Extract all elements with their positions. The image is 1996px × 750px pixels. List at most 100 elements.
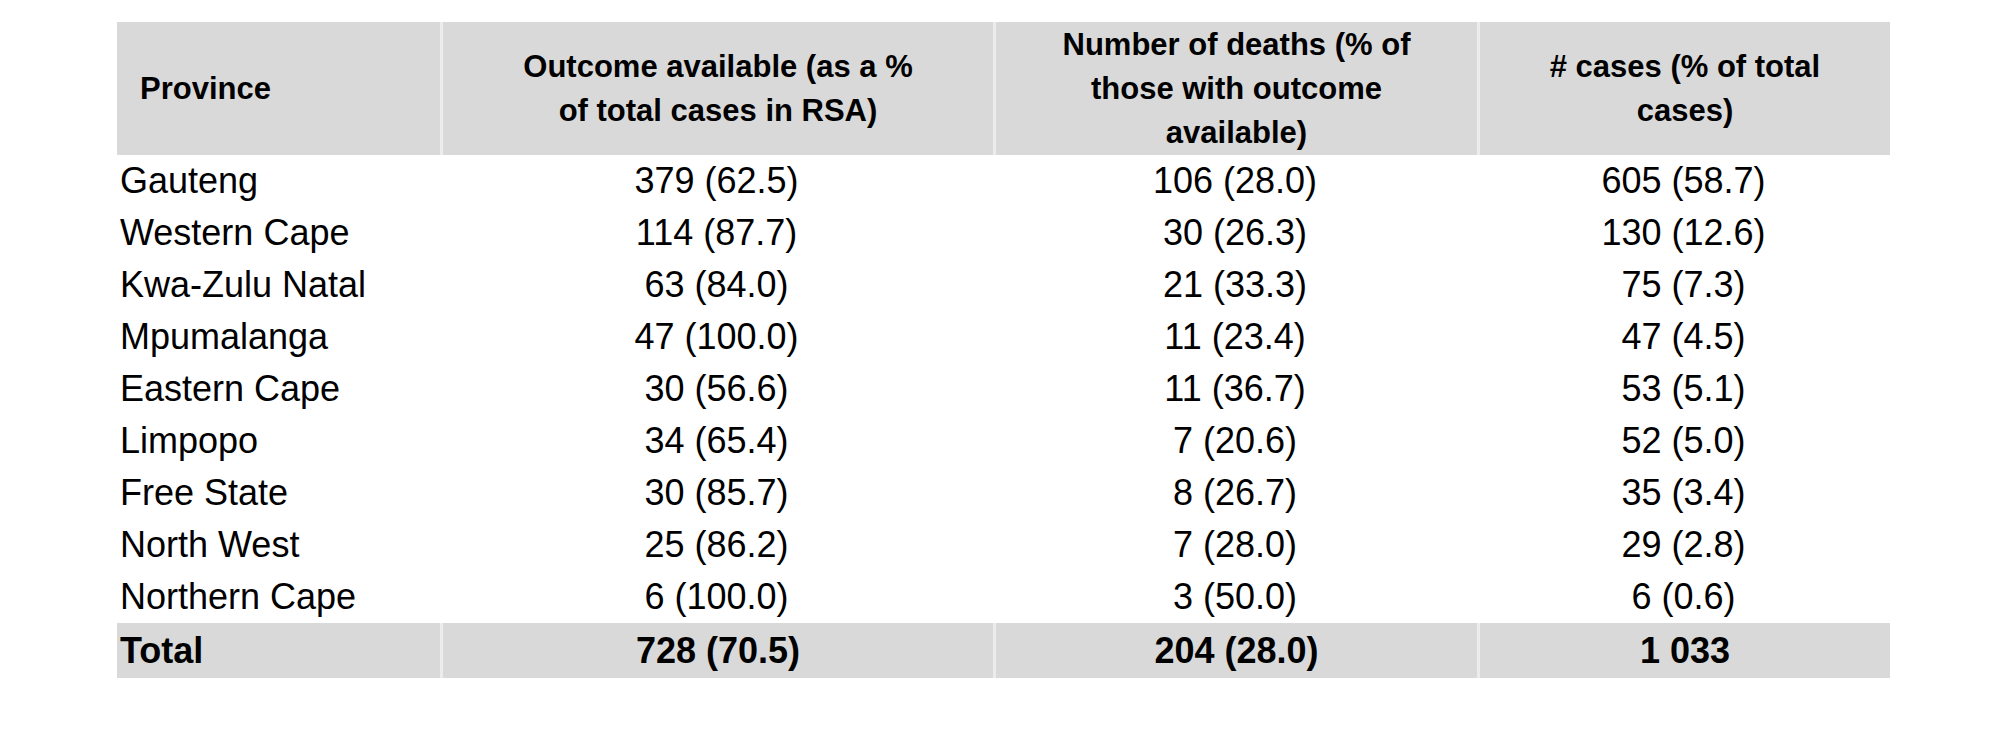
cell-value: 35 (3.4) (1621, 472, 1745, 514)
cell-value: 3 (50.0) (1173, 576, 1297, 618)
cell-deaths: 7 (20.6) (993, 415, 1477, 467)
cell-cases: 6 (0.6) (1477, 571, 1890, 623)
header-cell-outcome-available: Outcome available (as a % of total cases… (440, 22, 993, 155)
provinces-outcome-table: Province Outcome available (as a % of to… (117, 22, 1890, 678)
cell-outcome-available: 47 (100.0) (440, 311, 993, 363)
cell-value: 21 (33.3) (1163, 264, 1307, 306)
cell-province: Eastern Cape (117, 363, 440, 415)
header-label-province: Province (140, 67, 271, 111)
cell-value: 30 (26.3) (1163, 212, 1307, 254)
total-cell-outcome-available: 728 (70.5) (440, 623, 993, 678)
cell-cases: 605 (58.7) (1477, 155, 1890, 207)
cell-value: Mpumalanga (120, 316, 328, 358)
cell-value: 52 (5.0) (1621, 420, 1745, 462)
cell-value: 6 (0.6) (1631, 576, 1735, 618)
table-header-row: Province Outcome available (as a % of to… (117, 22, 1890, 155)
cell-value: Eastern Cape (120, 368, 340, 410)
cell-deaths: 8 (26.7) (993, 467, 1477, 519)
total-cell-cases: 1 033 (1477, 623, 1890, 678)
cell-value: 53 (5.1) (1621, 368, 1745, 410)
cell-outcome-available: 63 (84.0) (440, 259, 993, 311)
cell-value: 25 (86.2) (644, 524, 788, 566)
cell-value: 11 (36.7) (1164, 368, 1305, 410)
cell-deaths: 11 (23.4) (993, 311, 1477, 363)
cell-outcome-available: 114 (87.7) (440, 207, 993, 259)
cell-province: Mpumalanga (117, 311, 440, 363)
header-cell-cases: # cases (% of total cases) (1477, 22, 1890, 155)
cell-value: Limpopo (120, 420, 258, 462)
header-label-outcome-available: Outcome available (as a % of total cases… (523, 45, 912, 133)
cell-cases: 130 (12.6) (1477, 207, 1890, 259)
total-cell-label: Total (117, 623, 440, 678)
cell-province: North West (117, 519, 440, 571)
cell-cases: 29 (2.8) (1477, 519, 1890, 571)
cell-value: 379 (62.5) (634, 160, 798, 202)
cell-value: Western Cape (120, 212, 349, 254)
cell-cases: 52 (5.0) (1477, 415, 1890, 467)
cell-outcome-available: 25 (86.2) (440, 519, 993, 571)
table-row-eastern-cape: Eastern Cape 30 (56.6) 11 (36.7) 53 (5.1… (117, 363, 1890, 415)
header-cell-number-of-deaths: Number of deaths (% of those with outcom… (993, 22, 1477, 155)
cell-value: 30 (56.6) (644, 368, 788, 410)
cell-outcome-available: 6 (100.0) (440, 571, 993, 623)
cell-outcome-available: 379 (62.5) (440, 155, 993, 207)
cell-value: 47 (100.0) (634, 316, 798, 358)
cell-value: 106 (28.0) (1153, 160, 1317, 202)
cell-value: 47 (4.5) (1621, 316, 1745, 358)
cell-outcome-available: 30 (85.7) (440, 467, 993, 519)
cell-value: 34 (65.4) (644, 420, 788, 462)
table-row-northern-cape: Northern Cape 6 (100.0) 3 (50.0) 6 (0.6) (117, 571, 1890, 623)
cell-value: North West (120, 524, 299, 566)
cell-deaths: 106 (28.0) (993, 155, 1477, 207)
cell-value: 75 (7.3) (1621, 264, 1745, 306)
cell-value: Total (120, 630, 203, 672)
header-label-number-of-deaths: Number of deaths (% of those with outcom… (1063, 23, 1411, 155)
cell-outcome-available: 34 (65.4) (440, 415, 993, 467)
cell-province: Limpopo (117, 415, 440, 467)
table-total-row: Total 728 (70.5) 204 (28.0) 1 033 (117, 623, 1890, 678)
table-row-north-west: North West 25 (86.2) 7 (28.0) 29 (2.8) (117, 519, 1890, 571)
cell-value: Free State (120, 472, 288, 514)
table-row-gauteng: Gauteng 379 (62.5) 106 (28.0) 605 (58.7) (117, 155, 1890, 207)
cell-value: 7 (28.0) (1173, 524, 1297, 566)
cell-value: 114 (87.7) (636, 212, 797, 254)
cell-deaths: 30 (26.3) (993, 207, 1477, 259)
cell-cases: 75 (7.3) (1477, 259, 1890, 311)
table-row-free-state: Free State 30 (85.7) 8 (26.7) 35 (3.4) (117, 467, 1890, 519)
cell-cases: 53 (5.1) (1477, 363, 1890, 415)
table-row-limpopo: Limpopo 34 (65.4) 7 (20.6) 52 (5.0) (117, 415, 1890, 467)
cell-deaths: 7 (28.0) (993, 519, 1477, 571)
cell-value: 204 (28.0) (1154, 630, 1318, 672)
page: Province Outcome available (as a % of to… (0, 0, 1996, 750)
cell-province: Free State (117, 467, 440, 519)
cell-value: 130 (12.6) (1601, 212, 1765, 254)
cell-value: 11 (23.4) (1164, 316, 1305, 358)
cell-value: 7 (20.6) (1173, 420, 1297, 462)
cell-value: 6 (100.0) (644, 576, 788, 618)
cell-value: 30 (85.7) (644, 472, 788, 514)
cell-deaths: 3 (50.0) (993, 571, 1477, 623)
cell-deaths: 11 (36.7) (993, 363, 1477, 415)
total-cell-deaths: 204 (28.0) (993, 623, 1477, 678)
cell-value: 8 (26.7) (1173, 472, 1297, 514)
table-row-western-cape: Western Cape 114 (87.7) 30 (26.3) 130 (1… (117, 207, 1890, 259)
table-row-kwa-zulu-natal: Kwa-Zulu Natal 63 (84.0) 21 (33.3) 75 (7… (117, 259, 1890, 311)
table-row-mpumalanga: Mpumalanga 47 (100.0) 11 (23.4) 47 (4.5) (117, 311, 1890, 363)
cell-value: Kwa-Zulu Natal (120, 264, 366, 306)
cell-cases: 47 (4.5) (1477, 311, 1890, 363)
cell-province: Gauteng (117, 155, 440, 207)
cell-value: 29 (2.8) (1621, 524, 1745, 566)
cell-cases: 35 (3.4) (1477, 467, 1890, 519)
cell-province: Northern Cape (117, 571, 440, 623)
header-label-cases: # cases (% of total cases) (1550, 45, 1820, 133)
cell-value: 63 (84.0) (644, 264, 788, 306)
cell-value: 1 033 (1640, 630, 1730, 672)
cell-value: 728 (70.5) (636, 630, 800, 672)
cell-value: Gauteng (120, 160, 258, 202)
header-cell-province: Province (117, 22, 440, 155)
cell-outcome-available: 30 (56.6) (440, 363, 993, 415)
cell-province: Kwa-Zulu Natal (117, 259, 440, 311)
cell-value: Northern Cape (120, 576, 356, 618)
cell-value: 605 (58.7) (1601, 160, 1765, 202)
cell-deaths: 21 (33.3) (993, 259, 1477, 311)
